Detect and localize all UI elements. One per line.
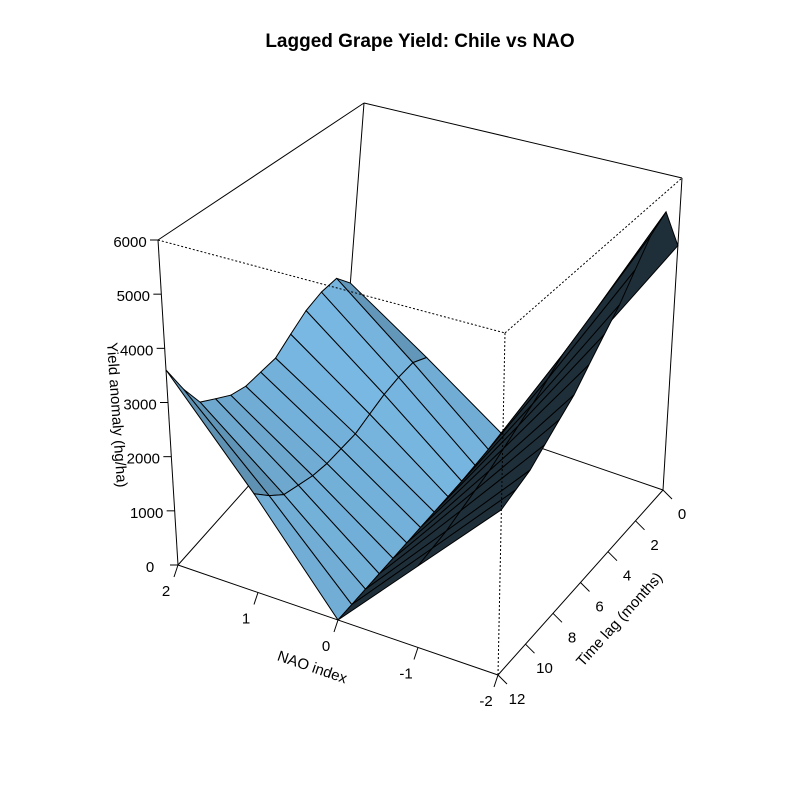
z-axis-title: Yield anomaly (hg/ha): [103, 342, 130, 488]
y-tick-label: 6: [595, 598, 603, 615]
y-axis-title: Time lag (months): [573, 569, 666, 670]
z-tick-label: 1000: [130, 505, 163, 522]
x-tick-label: -1: [399, 665, 412, 682]
x-tick: [173, 564, 179, 578]
z-tick-label: 4000: [120, 342, 153, 359]
surface-facet: [503, 334, 605, 449]
y-tick: [662, 489, 673, 500]
x-tick-label: 0: [322, 638, 330, 655]
box-edge: [497, 332, 506, 676]
y-tick-label: 2: [650, 537, 658, 554]
x-tick-label: -2: [479, 693, 492, 710]
y-tick-label: 4: [623, 568, 631, 585]
z-tick-label: 2000: [127, 451, 160, 468]
x-tick: [413, 647, 419, 660]
z-tick-label: 5000: [117, 288, 150, 305]
box-edge: [504, 177, 683, 334]
y-tick-label: 8: [568, 629, 576, 646]
x-tick-label: 1: [242, 610, 250, 627]
y-tick-label: 10: [536, 660, 553, 677]
box-edge: [662, 177, 683, 491]
surface-facet: [547, 235, 652, 380]
y-tick: [497, 674, 508, 685]
z-tick-label: 6000: [113, 234, 146, 251]
surface-facet: [417, 489, 517, 567]
box-edge: [157, 102, 365, 241]
y-tick-label: 0: [678, 506, 686, 523]
z-tick-label: 3000: [123, 396, 156, 413]
surface-facet: [532, 269, 636, 404]
x-tick-label: 2: [162, 583, 170, 600]
x-axis-title: NAO index: [275, 648, 350, 688]
box-edge: [363, 102, 683, 179]
y-tick: [607, 551, 618, 562]
chart-title: Lagged Grape Yield: Chile vs NAO: [265, 31, 574, 52]
y-tick: [525, 643, 535, 654]
surface-facet: [517, 304, 620, 427]
x-tick: [253, 592, 259, 605]
z-tick-label: 0: [146, 559, 154, 576]
y-tick-label: 12: [509, 691, 526, 708]
x-tick: [493, 674, 499, 688]
x-tick: [333, 619, 339, 633]
y-tick: [635, 520, 645, 531]
y-tick: [580, 582, 590, 592]
y-tick: [552, 612, 563, 623]
